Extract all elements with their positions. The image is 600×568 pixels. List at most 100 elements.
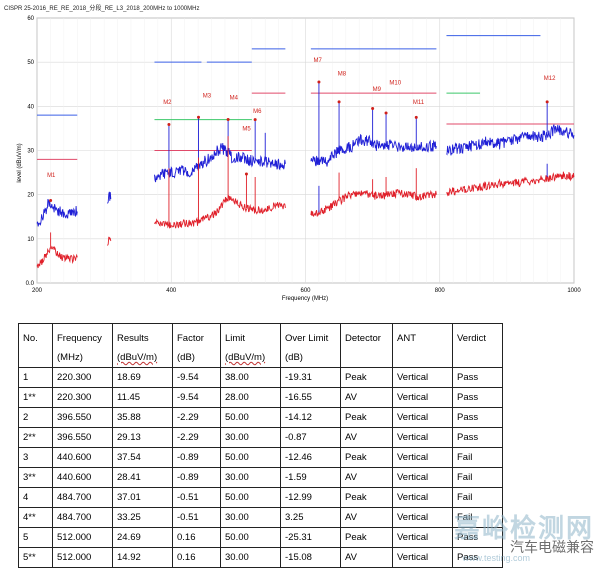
table-cell: Peak xyxy=(340,527,393,548)
av-trace xyxy=(36,245,78,269)
table-cell: 1** xyxy=(18,387,53,408)
marker-point xyxy=(244,172,248,176)
table-header-cell: Verdict xyxy=(452,323,503,368)
marker-label: M3 xyxy=(203,94,212,100)
x-tick-label: 600 xyxy=(300,288,311,294)
table-row: 2** 396.550 29.13 -2.29 30.00 -0.87 AV Vertical… xyxy=(18,427,503,448)
table-cell: Vertical xyxy=(392,367,453,388)
marker-point xyxy=(337,100,341,104)
marker-label: M10 xyxy=(389,80,401,86)
table-header-cell: Frequency (MHz) xyxy=(52,323,113,368)
marker-label: M7 xyxy=(314,58,323,64)
table-row: 4** 484.700 33.25 -0.51 30.00 3.25 AV Vertical F… xyxy=(18,507,503,528)
av-trace xyxy=(107,236,112,246)
table-cell: 37.01 xyxy=(112,487,173,508)
table-cell: -2.29 xyxy=(172,407,221,428)
header-line1: Verdict xyxy=(457,333,487,344)
table-cell: 3** xyxy=(18,467,53,488)
results-table-wrapper: No. Frequency (MHz) Results (dBuV/m) Factor (d… xyxy=(18,323,503,568)
table-cell: Fail xyxy=(452,507,503,528)
table-cell: AV xyxy=(340,507,393,528)
table-cell: 4 xyxy=(18,487,53,508)
marker-point xyxy=(167,123,171,127)
table-header-cell: Limit (dBuV/m) xyxy=(220,323,281,368)
table-cell: AV xyxy=(340,387,393,408)
table-cell: 50.00 xyxy=(220,447,281,468)
table-header-row: No. Frequency (MHz) Results (dBuV/m) Factor (d… xyxy=(18,323,503,368)
peak-trace xyxy=(310,133,437,167)
table-cell: Fail xyxy=(452,467,503,488)
table-cell: -12.99 xyxy=(280,487,341,508)
emission-chart: M1 M2 M3 M4 M5 M6 M7 M8 M9 M10 M11 M12 0.0 10 20 30 40 5… xyxy=(17,16,581,302)
table-cell: Vertical xyxy=(392,447,453,468)
table-cell: 38.00 xyxy=(220,367,281,388)
x-tick-label: 400 xyxy=(166,288,177,294)
table-cell: 440.600 xyxy=(52,447,113,468)
header-line2: (dBuV/m) xyxy=(117,352,158,363)
header-line2: (dBuV/m) xyxy=(225,352,266,363)
table-header-cell: ANT xyxy=(392,323,453,368)
chart-title: CISPR 25-2016_RE_RE_2018_分段_RE_L3_2018_2… xyxy=(4,6,200,12)
header-line1: Factor xyxy=(177,333,204,344)
table-cell: 33.25 xyxy=(112,507,173,528)
y-tick-label: 10 xyxy=(27,237,34,243)
table-cell: -25.31 xyxy=(280,527,341,548)
peak-trace xyxy=(107,191,112,204)
table-header-cell: Factor (dB) xyxy=(172,323,221,368)
x-axis-label: Frequency (MHz) xyxy=(282,296,328,302)
table-cell: Pass xyxy=(452,527,503,548)
x-tick-label: 1000 xyxy=(567,288,581,294)
peak-trace xyxy=(154,143,286,183)
table-cell: 220.300 xyxy=(52,387,113,408)
marker-label: M8 xyxy=(338,71,347,77)
marker-point xyxy=(226,118,230,122)
table-header-cell: No. xyxy=(18,323,53,368)
table-cell: 37.54 xyxy=(112,447,173,468)
header-line1: No. xyxy=(23,333,38,344)
marker-point xyxy=(384,111,388,115)
marker-point xyxy=(49,198,53,202)
marker-point xyxy=(414,115,418,119)
table-cell: -0.89 xyxy=(172,467,221,488)
table-cell: Vertical xyxy=(392,487,453,508)
marker-label: M6 xyxy=(253,109,262,115)
table-cell: Vertical xyxy=(392,467,453,488)
table-cell: Peak xyxy=(340,487,393,508)
table-row: 2 396.550 35.88 -2.29 50.00 -14.12 Peak Vertica… xyxy=(18,407,503,428)
table-cell: 11.45 xyxy=(112,387,173,408)
marker-point xyxy=(197,115,201,119)
marker-point xyxy=(371,107,375,111)
table-cell: 28.41 xyxy=(112,467,173,488)
table-cell: 30.00 xyxy=(220,467,281,488)
table-cell: -0.51 xyxy=(172,507,221,528)
marker-point xyxy=(253,118,257,122)
table-row: 3 440.600 37.54 -0.89 50.00 -12.46 Peak Vertica… xyxy=(18,447,503,468)
table-cell: -12.46 xyxy=(280,447,341,468)
table-cell: -0.89 xyxy=(172,447,221,468)
header-line1: Limit xyxy=(225,333,246,344)
traces xyxy=(36,123,575,269)
markers: M1 M2 M3 M4 M5 M6 M7 M8 M9 M10 M11 M12 xyxy=(47,58,556,202)
table-header-cell: Over Limit (dB) xyxy=(280,323,341,368)
table-cell: 2** xyxy=(18,427,53,448)
table-cell: -2.29 xyxy=(172,427,221,448)
table-cell: 30.00 xyxy=(220,427,281,448)
table-cell: Fail xyxy=(452,487,503,508)
table-cell: 484.700 xyxy=(52,507,113,528)
table-cell: Pass xyxy=(452,367,503,388)
marker-label: M1 xyxy=(47,173,56,179)
table-cell: Vertical xyxy=(392,527,453,548)
table-cell: -19.31 xyxy=(280,367,341,388)
table-cell: 50.00 xyxy=(220,487,281,508)
table-cell: 484.700 xyxy=(52,487,113,508)
table-cell: 50.00 xyxy=(220,527,281,548)
table-cell: Pass xyxy=(452,427,503,448)
table-row: 1 220.300 18.69 -9.54 38.00 -19.31 Peak Vertica… xyxy=(18,367,503,388)
header-line1: Results xyxy=(117,333,149,344)
table-row: 5 512.000 24.69 0.16 50.00 -25.31 Peak Vertical… xyxy=(18,527,503,548)
table-cell: 4** xyxy=(18,507,53,528)
table-cell: Peak xyxy=(340,407,393,428)
peak-trace xyxy=(446,123,575,156)
x-tick-label: 200 xyxy=(32,288,43,294)
marker-point xyxy=(545,100,549,104)
